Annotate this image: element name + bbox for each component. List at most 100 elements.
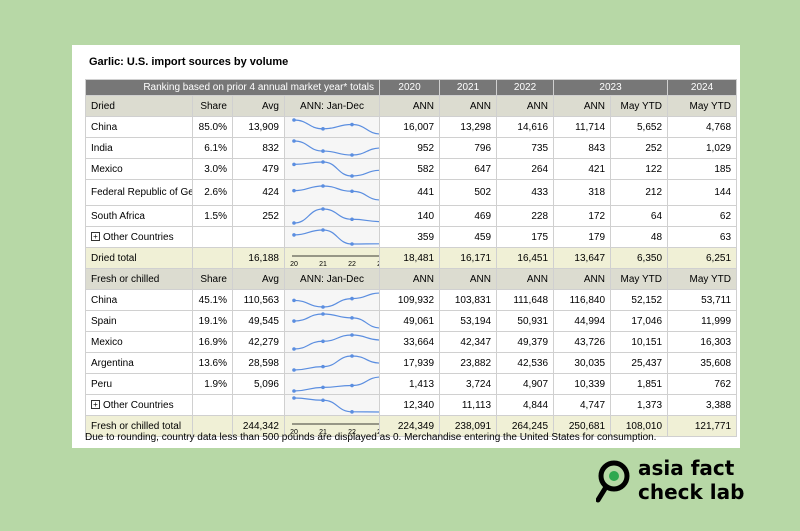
country-label: Mexico	[91, 163, 123, 175]
share-cell: 19.1%	[192, 310, 233, 332]
value-cell: 433	[496, 179, 555, 206]
value-cell: 109,932	[379, 289, 441, 311]
sparkline-path	[293, 184, 379, 200]
sparkline-svg: 20 21 22 23	[290, 255, 379, 268]
sparkline-svg	[292, 292, 379, 309]
value-cell: 264	[496, 158, 555, 180]
value-cell: 44,994	[553, 310, 612, 332]
country-name[interactable]: + Other Countries	[85, 394, 193, 416]
sparkline	[283, 289, 381, 311]
logo-line-2: check lab	[638, 480, 745, 504]
avg-header: Avg	[232, 268, 285, 290]
country-name: Federal Republic of Germany	[85, 179, 193, 206]
avg-cell: 252	[232, 205, 285, 227]
value-cell: 843	[553, 137, 612, 159]
sparkline	[283, 226, 381, 248]
value-cell: 144	[667, 179, 738, 206]
sparkline-point	[321, 228, 325, 232]
avg-cell: 13,909	[232, 116, 285, 138]
section-header-row: Fresh or chilled Share Avg ANN: Jan-Dec ANN A…	[85, 268, 738, 290]
sparkline-point	[350, 383, 354, 388]
spark-header: ANN: Jan-Dec	[283, 95, 381, 117]
value-cell: 43,726	[553, 331, 612, 353]
period-header: ANN	[439, 95, 498, 117]
country-label: China	[91, 294, 118, 306]
total-label: Dried total	[85, 247, 193, 269]
value-cell: 12,340	[379, 394, 441, 416]
table-row: China 45.1% 110,563 109,932 103,831 111,648 11…	[85, 289, 738, 311]
period-header: ANN	[379, 268, 441, 290]
value-cell: 10,339	[553, 373, 612, 395]
table-title: Garlic: U.S. import sources by volume	[89, 56, 289, 68]
value-cell: 53,194	[439, 310, 498, 332]
value-cell: 4,768	[667, 116, 738, 138]
expand-icon[interactable]: +	[91, 400, 100, 410]
value-cell: 1,029	[667, 137, 738, 159]
country-name: India	[85, 137, 193, 159]
value-cell: 35,608	[667, 352, 738, 374]
sparkline-point	[321, 183, 325, 188]
sparkline-svg	[292, 228, 379, 246]
value-cell: 762	[667, 373, 738, 395]
period-header: ANN	[496, 95, 555, 117]
axis-tick-label: 22	[348, 429, 356, 436]
value-cell: 3,724	[439, 373, 498, 395]
avg-cell: 5,096	[232, 373, 285, 395]
country-label: South Africa	[91, 210, 145, 222]
country-name[interactable]: + Other Countries	[85, 226, 193, 248]
country-label: Mexico	[91, 336, 123, 348]
value-cell: 11,113	[439, 394, 498, 416]
total-value-cell: 224,349	[379, 415, 441, 437]
sparkline-point	[350, 174, 354, 178]
value-cell: 4,844	[496, 394, 555, 416]
import-sources-table: Ranking based on prior 4 annual market y…	[84, 79, 738, 437]
value-cell: 318	[553, 179, 612, 206]
country-name: China	[85, 289, 193, 311]
sparkline-svg	[292, 396, 379, 414]
total-value-cell: 6,350	[610, 247, 669, 269]
sparkline-point	[321, 207, 325, 211]
avg-cell: 42,279	[232, 331, 285, 353]
period-header: May YTD	[610, 268, 669, 290]
total-row: Dried total 16,188 20 21 22 2318,48116,17116,…	[85, 247, 738, 269]
table-row: Mexico 3.0% 479 582 647 264 421 122 185	[85, 158, 738, 180]
total-value-cell: 18,481	[379, 247, 441, 269]
value-cell: 64	[610, 205, 669, 227]
spark-header: ANN: Jan-Dec	[283, 268, 381, 290]
sparkline-svg	[292, 207, 379, 225]
avg-cell: 28,598	[232, 352, 285, 374]
period-header: ANN	[496, 268, 555, 290]
value-cell: 53,711	[667, 289, 738, 311]
country-name: Mexico	[85, 331, 193, 353]
value-cell: 421	[553, 158, 612, 180]
table-row: Federal Republic of Germany2.6%424 441502…	[85, 179, 738, 206]
sparkline-svg	[292, 312, 379, 329]
sparkline-svg	[292, 160, 379, 178]
value-cell: 33,664	[379, 331, 441, 353]
footnote: Due to rounding, country data less than …	[85, 432, 657, 443]
sparkline-point	[321, 339, 325, 344]
sparkline-point	[292, 298, 296, 303]
value-cell: 5,652	[610, 116, 669, 138]
total-value-cell: 250,681	[553, 415, 612, 437]
sparkline-point	[321, 398, 325, 403]
total-value-cell: 16,451	[496, 247, 555, 269]
value-cell: 103,831	[439, 289, 498, 311]
share-cell: 3.0%	[192, 158, 233, 180]
value-cell: 185	[667, 158, 738, 180]
share-cell: 1.9%	[192, 373, 233, 395]
sparkline-point	[350, 354, 354, 358]
value-cell: 52,152	[610, 289, 669, 311]
value-cell: 1,373	[610, 394, 669, 416]
sparkline-point	[350, 316, 354, 320]
value-cell: 647	[439, 158, 498, 180]
value-cell: 49,379	[496, 331, 555, 353]
value-cell: 228	[496, 205, 555, 227]
sparkline-point	[350, 333, 354, 337]
value-cell: 48	[610, 226, 669, 248]
share-cell: 6.1%	[192, 137, 233, 159]
country-name: Argentina	[85, 352, 193, 374]
expand-icon[interactable]: +	[91, 232, 100, 242]
share-cell: 13.6%	[192, 352, 233, 374]
sparkline-svg	[292, 183, 379, 200]
